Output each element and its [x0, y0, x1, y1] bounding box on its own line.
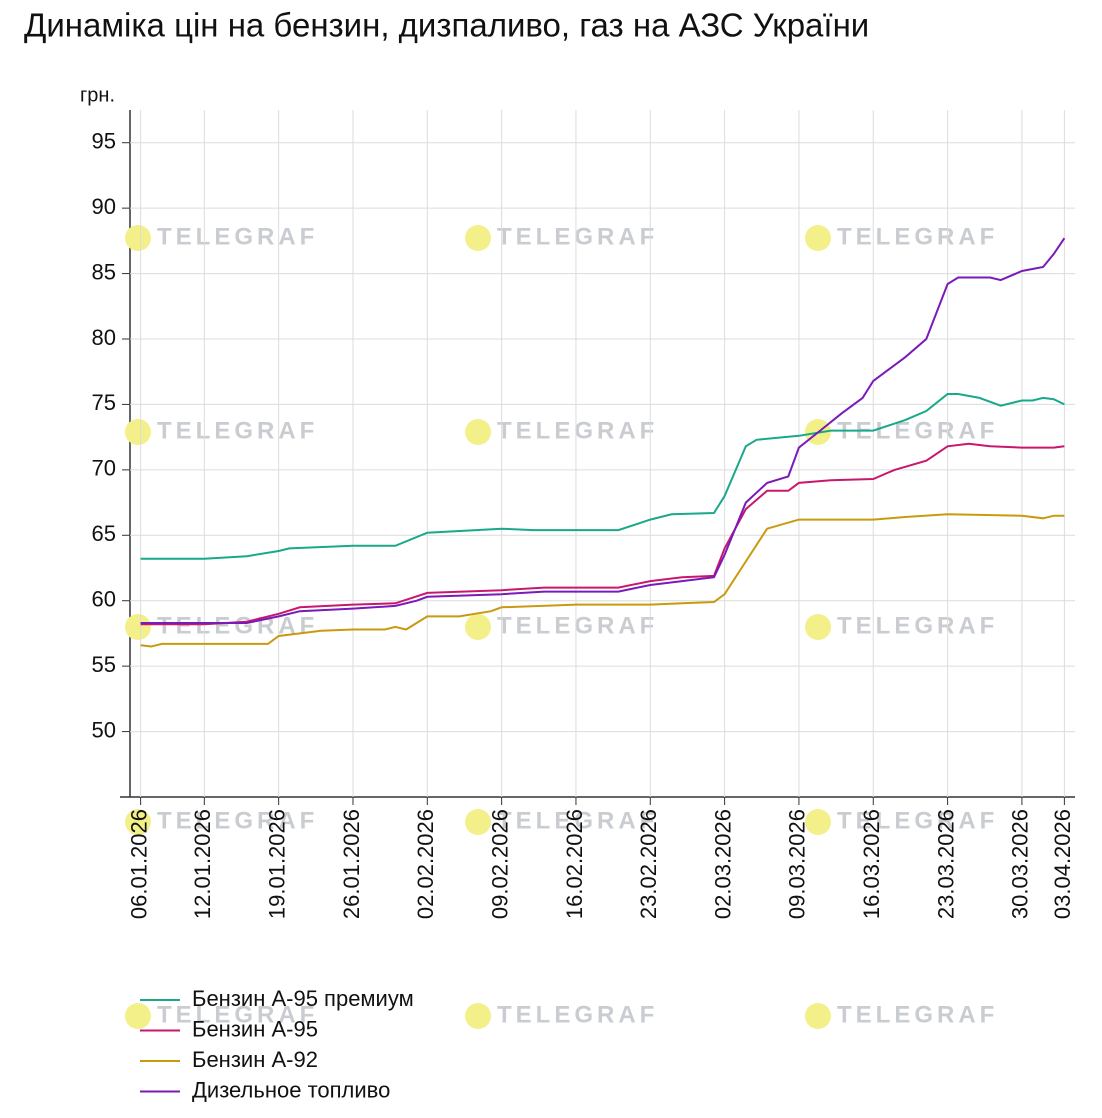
x-tick-label: 23.02.2026: [636, 809, 661, 919]
watermark: TELEGRAF: [157, 807, 318, 834]
x-tick-label: 23.03.2026: [933, 809, 958, 919]
x-tick-label: 19.01.2026: [264, 809, 289, 919]
watermark-logo: [805, 614, 831, 640]
x-tick-label: 09.03.2026: [785, 809, 810, 919]
watermark: TELEGRAF: [157, 417, 318, 444]
legend-label: Бензин А-95 премиум: [192, 986, 414, 1011]
y-tick-label: 70: [92, 456, 116, 481]
y-tick-label: 75: [92, 390, 116, 415]
series-line: [140, 393, 1065, 560]
y-tick-label: 50: [92, 717, 116, 742]
watermark-logo: [125, 614, 151, 640]
watermark-logo: [465, 1003, 491, 1029]
y-tick-label: 80: [92, 325, 116, 350]
watermark: TELEGRAF: [497, 417, 658, 444]
legend-label: Бензин А-95: [192, 1016, 318, 1041]
watermark-logo: [805, 225, 831, 251]
y-tick-label: 85: [92, 259, 116, 284]
watermark-logo: [125, 1003, 151, 1029]
legend-label: Дизельное топливо: [192, 1077, 390, 1102]
series-line: [140, 513, 1065, 648]
x-tick-label: 03.04.2026: [1050, 809, 1075, 919]
x-tick-label: 06.01.2026: [126, 809, 151, 919]
x-tick-label: 16.03.2026: [859, 809, 884, 919]
x-tick-label: 30.03.2026: [1008, 809, 1033, 919]
y-tick-label: 60: [92, 587, 116, 612]
x-tick-label: 09.02.2026: [487, 809, 512, 919]
x-tick-label: 26.01.2026: [339, 809, 364, 919]
x-tick-label: 02.02.2026: [413, 809, 438, 919]
series-line: [140, 237, 1066, 624]
y-tick-label: 65: [92, 521, 116, 546]
watermark: TELEGRAF: [157, 223, 318, 250]
watermark-logo: [805, 809, 831, 835]
watermark: TELEGRAF: [837, 807, 998, 834]
watermark-logo: [125, 419, 151, 445]
watermark: TELEGRAF: [837, 223, 998, 250]
watermark: TELEGRAF: [837, 612, 998, 639]
series-line: [140, 442, 1065, 626]
y-axis-label: грн.: [80, 84, 115, 106]
watermark-logo: [465, 225, 491, 251]
watermark-logo: [465, 614, 491, 640]
y-tick-label: 95: [92, 129, 116, 154]
watermark-logo: [465, 419, 491, 445]
watermark: TELEGRAF: [497, 1001, 658, 1028]
watermark: TELEGRAF: [497, 612, 658, 639]
y-tick-label: 55: [92, 652, 116, 677]
x-tick-label: 16.02.2026: [562, 809, 587, 919]
legend-label: Бензин А-92: [192, 1047, 318, 1072]
watermark-logo: [125, 809, 151, 835]
chart-title: Динаміка цін на бензин, дизпаливо, газ н…: [24, 7, 869, 44]
watermark: TELEGRAF: [157, 612, 318, 639]
x-tick-label: 02.03.2026: [710, 809, 735, 919]
watermark-logo: [125, 225, 151, 251]
x-tick-label: 12.01.2026: [190, 809, 215, 919]
watermark: TELEGRAF: [497, 807, 658, 834]
watermark-logo: [805, 1003, 831, 1029]
watermark: TELEGRAF: [497, 223, 658, 250]
watermark-logo: [465, 809, 491, 835]
watermark: TELEGRAF: [837, 1001, 998, 1028]
watermark: TELEGRAF: [157, 1001, 318, 1028]
y-tick-label: 90: [92, 194, 116, 219]
